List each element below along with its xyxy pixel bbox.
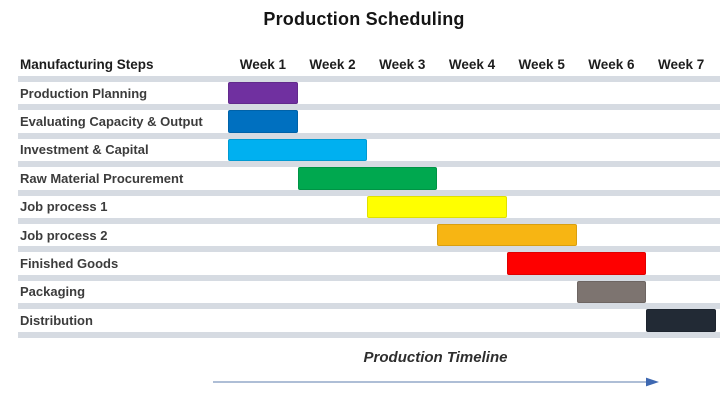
task-bar: [646, 309, 716, 332]
column-header-week-5: Week 5: [518, 57, 565, 72]
column-header-week-4: Week 4: [448, 57, 496, 72]
timeline-label: Production Timeline: [363, 349, 508, 366]
task-label: Job process 2: [20, 227, 108, 243]
column-header-week-1: Week 1: [239, 57, 286, 72]
task-bar: [297, 167, 438, 190]
task-label: Investment & Capital: [20, 142, 149, 158]
gantt-row: Job process 1: [18, 189, 720, 218]
task-bar: [367, 195, 507, 218]
task-label: Packaging: [20, 284, 86, 300]
gantt-row: Finished Goods: [18, 246, 720, 275]
task-label: Distribution: [20, 312, 93, 328]
task-label: Job process 1: [20, 199, 108, 215]
gantt-row: Distribution: [18, 303, 720, 332]
task-bar: [576, 280, 647, 304]
gantt-row: Evaluating Capacity & Output: [18, 104, 720, 133]
gantt-row: Job process 2: [18, 217, 720, 247]
task-label: Finished Goods: [20, 256, 119, 272]
gantt-row: Raw Material Procurement: [18, 161, 720, 190]
task-bar: [506, 252, 647, 275]
task-bar: [228, 82, 298, 105]
gantt-row: Packaging: [18, 274, 720, 304]
gantt-rows: Production Planning Evaluating Capacity &…: [18, 76, 720, 338]
column-header-steps: Manufacturing Steps: [20, 57, 154, 72]
column-header-week-2: Week 2: [309, 57, 356, 72]
task-bar: [437, 223, 577, 247]
gantt-row: Investment & Capital: [18, 132, 720, 162]
task-bar: [228, 110, 298, 133]
column-header-week-6: Week 6: [588, 57, 635, 72]
task-label: Evaluating Capacity & Output: [20, 114, 203, 130]
task-label: Production Planning: [20, 85, 148, 101]
timeline-arrow-icon: [213, 377, 659, 387]
task-bar: [228, 138, 368, 162]
gantt-row: Production Planning: [18, 76, 720, 105]
task-label: Raw Material Procurement: [20, 170, 184, 186]
column-header-week-3: Week 3: [379, 57, 426, 72]
column-header-week-7: Week 7: [657, 57, 705, 72]
chart-title: Production Scheduling: [263, 9, 465, 29]
